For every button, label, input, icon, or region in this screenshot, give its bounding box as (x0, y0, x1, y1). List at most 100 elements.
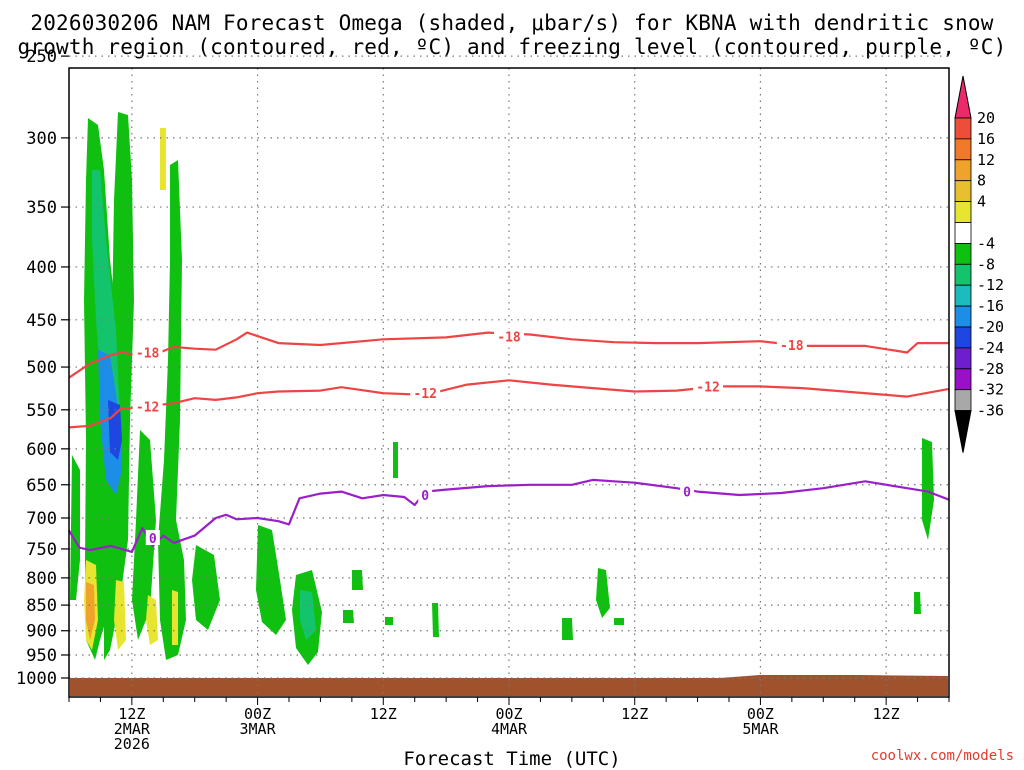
y-tick-label: 950 (26, 646, 57, 666)
colorbar-segment (954, 347, 972, 370)
colorbar-label: -24 (977, 339, 1004, 357)
contour-label: -18 (136, 346, 160, 361)
contour-label: -18 (780, 339, 804, 354)
x-tick-label: 00Z (244, 705, 271, 723)
x-tick-label: 2MAR (114, 720, 151, 738)
colorbar-segment (954, 222, 972, 244)
contour-label-bg (145, 530, 160, 546)
omega-shade-region (70, 455, 80, 600)
y-tick-label: 350 (26, 198, 57, 218)
omega-shade-region (393, 442, 398, 478)
colorbar-label: 20 (977, 109, 995, 127)
contour-lines (68, 331, 950, 553)
colorbar-top-arrow (954, 75, 972, 119)
colorbar-segment (954, 242, 972, 265)
y-tick-label: 550 (26, 401, 57, 421)
grid-lines (69, 55, 949, 697)
colorbar-label: -20 (977, 318, 1004, 336)
x-tick-label: 4MAR (491, 720, 528, 738)
colorbar-segment (954, 180, 972, 202)
y-tick-label: 750 (26, 540, 57, 560)
colorbar-label: -8 (977, 255, 995, 273)
omega-shade-region (104, 112, 134, 660)
colorbar-segment (954, 284, 972, 307)
x-tick-label: 00Z (495, 705, 522, 723)
colorbar-segment (954, 368, 972, 391)
contour-label-bg (418, 486, 433, 502)
colorbar-label: -36 (977, 402, 1004, 420)
y-axis: 250 300 350 400 450 500 550 600 650 700 750 800 850 9… (16, 47, 69, 689)
credit-text: coolwx.com/models (870, 748, 1014, 764)
omega-shade-region (385, 617, 393, 625)
x-tick-label: 2026 (114, 735, 150, 753)
colorbar-label: 8 (977, 172, 986, 190)
colorbar-label: -4 (977, 234, 995, 252)
colorbar-segment (954, 389, 972, 412)
contour-labels: -18 -18 -18 -12 -12 -12 0 0 0 (132, 328, 807, 547)
colorbar-label: -12 (977, 276, 1004, 294)
omega-shade-region (614, 618, 624, 625)
contour-label: -12 (696, 380, 719, 395)
y-tick-label: 250 (26, 47, 57, 67)
y-tick-label: 800 (26, 569, 57, 589)
omega-shade-region (132, 430, 156, 640)
colorbar-segment (954, 201, 972, 223)
colorbar-segment (954, 326, 972, 349)
omega-shade-region (146, 595, 158, 645)
omega-shade-region (300, 590, 316, 640)
x-tick-label: 00Z (747, 705, 774, 723)
colorbar-label: 16 (977, 130, 995, 148)
x-tick-label: 12Z (621, 705, 648, 723)
contour-label-bg (410, 385, 441, 401)
omega-shade-region (256, 525, 286, 635)
omega-shade-region (108, 400, 122, 460)
contour-label-bg (693, 378, 724, 394)
y-tick-label: 700 (26, 509, 57, 529)
x-tick-label: 12Z (118, 705, 145, 723)
contour-label: 0 (149, 532, 157, 547)
colorbar-bottom-arrow (954, 410, 972, 453)
x-tick-label: 12Z (873, 705, 900, 723)
omega-shade-region (160, 128, 166, 190)
colorbar-label: -32 (977, 381, 1004, 399)
y-tick-label: 400 (26, 258, 57, 278)
contour-label-bg (680, 483, 695, 499)
chart-title-line1: 2026030206 NAM Forecast Omega (shaded, μ… (30, 11, 994, 35)
omega-shade-region (562, 618, 573, 640)
omega-shade-region (922, 438, 934, 540)
y-tick-label: 600 (26, 440, 57, 460)
y-tick-label: 650 (26, 476, 57, 496)
contour-label-bg (776, 336, 807, 352)
colorbar-segment (954, 263, 972, 286)
contour-label: 0 (421, 489, 429, 504)
contour-label: -18 (497, 330, 521, 345)
x-tick-label: 12Z (370, 705, 397, 723)
y-tick-label: 1000 (16, 669, 57, 689)
x-axis-title: Forecast Time (UTC) (403, 748, 621, 770)
colorbar-label: 4 (977, 193, 986, 211)
contour-label: -12 (136, 401, 159, 416)
colorbar-label: -16 (977, 297, 1004, 315)
colorbar: 20 16 12 8 4 -4 -8 -12 -16 -20 -24 -28 -32 -36 (954, 75, 1004, 453)
colorbar-label: -28 (977, 360, 1004, 378)
omega-shade-region (192, 545, 220, 630)
omega-shade-region (352, 570, 363, 590)
omega-shade-region (114, 580, 126, 650)
chart-title-line2: growth region (contoured, red, ºC) and f… (17, 35, 1007, 59)
y-tick-label: 850 (26, 596, 57, 616)
x-tick-label: 3MAR (240, 720, 277, 738)
colorbar-segment (954, 159, 972, 182)
omega-shade-region (914, 592, 921, 614)
contour-label: 0 (683, 486, 691, 501)
colorbar-segment (954, 138, 972, 161)
omega-shading (70, 112, 934, 665)
contour-label: -12 (413, 387, 436, 402)
colorbar-segment (954, 305, 972, 328)
omega-shade-region (343, 610, 354, 623)
y-tick-label: 500 (26, 358, 57, 378)
omega-shade-region (158, 160, 186, 660)
omega-shade-region (172, 590, 178, 645)
x-tick-label: 5MAR (742, 720, 779, 738)
colorbar-segment (954, 117, 972, 140)
